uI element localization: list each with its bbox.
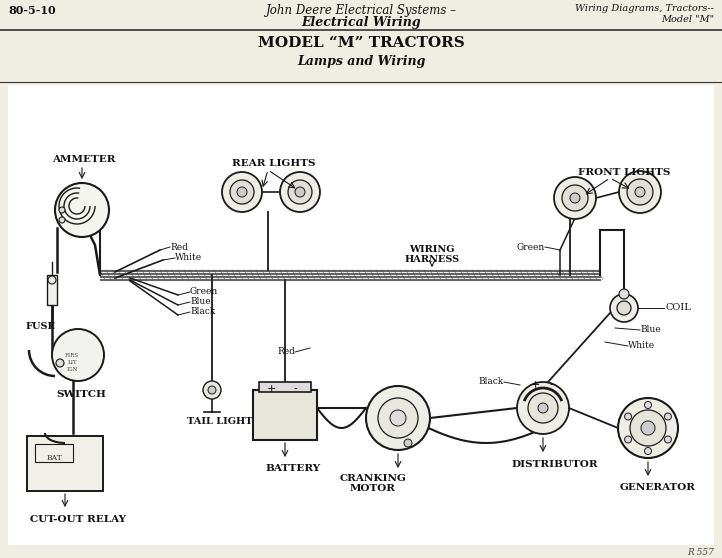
Text: MODEL “M” TRACTORS: MODEL “M” TRACTORS (258, 36, 464, 50)
Circle shape (617, 301, 631, 315)
Text: Red: Red (277, 348, 295, 357)
Text: AMMETER: AMMETER (52, 155, 116, 164)
Bar (47, 275, 57, 305)
Circle shape (378, 398, 418, 438)
Circle shape (538, 403, 548, 413)
Circle shape (664, 436, 671, 443)
Text: Blue: Blue (640, 325, 661, 334)
Circle shape (618, 398, 678, 458)
Circle shape (288, 180, 312, 204)
Circle shape (645, 448, 651, 455)
Circle shape (203, 381, 221, 399)
Bar (27, 436, 103, 491)
Circle shape (645, 402, 651, 408)
Circle shape (237, 187, 247, 197)
Circle shape (55, 183, 109, 237)
Circle shape (610, 294, 638, 322)
Circle shape (230, 180, 254, 204)
Text: Red: Red (170, 243, 188, 252)
Bar (8, 85, 714, 545)
Text: BATTERY: BATTERY (265, 464, 320, 473)
Circle shape (630, 410, 666, 446)
Circle shape (404, 439, 412, 447)
Circle shape (208, 386, 216, 394)
Text: Electrical Wiring: Electrical Wiring (301, 16, 421, 29)
Circle shape (664, 413, 671, 420)
Text: BAT: BAT (47, 454, 63, 462)
Text: COIL: COIL (666, 304, 692, 312)
Text: REAR LIGHTS: REAR LIGHTS (232, 159, 316, 168)
Text: Black: Black (190, 307, 215, 316)
Circle shape (619, 171, 661, 213)
Circle shape (619, 289, 629, 299)
Text: Lamps and Wiring: Lamps and Wiring (297, 55, 425, 68)
Circle shape (56, 359, 64, 367)
Circle shape (59, 207, 65, 213)
Circle shape (48, 276, 56, 284)
Text: Model "M": Model "M" (661, 15, 714, 24)
Bar (259, 382, 311, 392)
Text: CUT-OUT RELAY: CUT-OUT RELAY (30, 515, 126, 524)
Text: 80-5-10: 80-5-10 (8, 5, 56, 16)
Text: FRONT LIGHTS: FRONT LIGHTS (578, 168, 670, 177)
Text: CRANKING
MOTOR: CRANKING MOTOR (339, 474, 406, 493)
Circle shape (635, 187, 645, 197)
Circle shape (390, 410, 406, 426)
Circle shape (625, 413, 632, 420)
Text: R 557: R 557 (687, 548, 714, 557)
Text: Blue: Blue (190, 297, 211, 306)
Circle shape (554, 177, 596, 219)
Text: WIRING
HARNESS: WIRING HARNESS (404, 245, 460, 264)
Text: LIT: LIT (67, 360, 77, 365)
Circle shape (295, 187, 305, 197)
Text: -: - (293, 384, 297, 394)
Text: -: - (549, 380, 553, 390)
Text: Green: Green (190, 287, 218, 296)
Text: John Deere Electrical Systems –: John Deere Electrical Systems – (266, 4, 456, 17)
Circle shape (517, 382, 569, 434)
Text: Black: Black (479, 378, 504, 387)
Circle shape (627, 179, 653, 205)
Circle shape (528, 393, 558, 423)
Bar (253, 390, 317, 440)
Circle shape (280, 172, 320, 212)
Circle shape (52, 329, 104, 381)
Text: FIRS: FIRS (65, 353, 79, 358)
Circle shape (222, 172, 262, 212)
Circle shape (366, 386, 430, 450)
Text: DISTRIBUTOR: DISTRIBUTOR (511, 460, 598, 469)
Text: +: + (266, 384, 276, 394)
Text: Green: Green (517, 243, 545, 252)
Circle shape (59, 217, 65, 223)
Text: White: White (628, 341, 655, 350)
Circle shape (562, 185, 588, 211)
Circle shape (625, 436, 632, 443)
Text: TAIL LIGHT: TAIL LIGHT (187, 417, 253, 426)
Text: FUSE: FUSE (26, 322, 56, 331)
Text: GENERATOR: GENERATOR (620, 483, 696, 492)
Circle shape (570, 193, 580, 203)
Text: SWITCH: SWITCH (56, 390, 106, 399)
Bar (35, 444, 73, 462)
Text: White: White (175, 253, 202, 262)
Text: Wiring Diagrams, Tractors--: Wiring Diagrams, Tractors-- (575, 4, 714, 13)
Text: +: + (531, 380, 539, 390)
Circle shape (641, 421, 655, 435)
Text: IGN: IGN (66, 367, 78, 372)
